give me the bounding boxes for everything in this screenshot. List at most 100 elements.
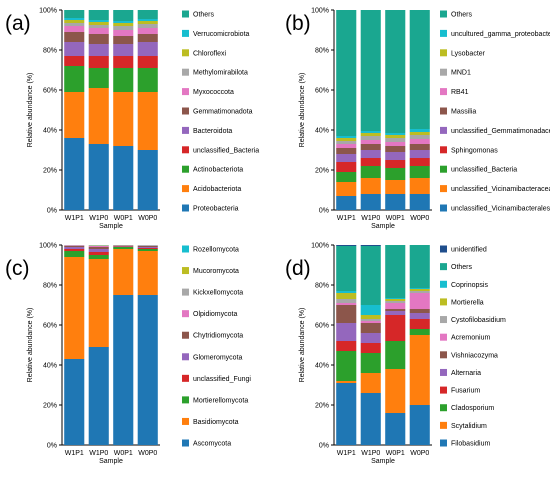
legend-label: Scytalidium (451, 423, 487, 430)
legend-swatch (182, 185, 189, 193)
bar-segment-w0p0-methylomirabilota (137, 24, 158, 28)
bar-segment-w1p0-acremonium (360, 321, 381, 323)
y-tick-label: 20% (43, 403, 57, 410)
bar-segment-w1p1-acidobacteriota (64, 92, 85, 138)
bar-segment-w1p1-chloroflexi (64, 20, 85, 23)
legend-swatch (182, 146, 189, 154)
bar-segment-w1p0-unclassified-vicinamibacterales (360, 194, 381, 210)
x-tick-label: W0P0 (138, 450, 157, 457)
bar-segment-w1p0-unclassified-bacteria (88, 56, 109, 68)
bar-segment-w0p1-coprinopsis (385, 298, 406, 299)
legend-swatch (440, 68, 447, 76)
bar-segment-w1p0-mnd1 (360, 136, 381, 140)
bar-segment-w1p0-others (360, 10, 381, 131)
y-tick-label: 60% (315, 323, 329, 330)
bar-segment-w1p0-filobasidium (360, 393, 381, 445)
legend-label: Mucoromycota (193, 268, 239, 275)
bar-segment-w0p1-basidiomycota (113, 249, 134, 295)
panel-label: (c) (5, 257, 30, 280)
x-tick-label: W0P1 (114, 450, 133, 457)
y-tick-label: 0% (47, 208, 57, 215)
bar-segment-w1p0-olpidiomycota (88, 246, 109, 247)
bar-segment-w1p0-sphingomonas (360, 158, 381, 166)
bar-segment-w0p1-uncultured-gamma-proteobacterium (385, 133, 406, 135)
legend-label: Alternaria (451, 370, 481, 377)
y-tick-label: 0% (319, 443, 329, 450)
legend-label: Vishniacozyma (451, 352, 498, 359)
legend-label: Kickxellomycota (193, 290, 243, 297)
bar-segment-w0p0-myxococcota (137, 28, 158, 34)
legend-swatch (182, 68, 189, 76)
legend-label: Massilia (451, 109, 476, 116)
bar-segment-w0p1-gemmatimonadota (113, 36, 134, 44)
bar-segment-w1p1-unclassified-fungi (64, 249, 85, 251)
bar-segment-w0p1-actinobacteriota (113, 68, 134, 92)
bar-segment-w0p0-acidobacteriota (137, 92, 158, 150)
y-tick-label: 100% (39, 243, 57, 250)
bar-segment-w1p1-basidiomycota (64, 257, 85, 359)
bar-segment-w0p1-lysobacter (385, 135, 406, 138)
y-tick-label: 40% (315, 128, 329, 135)
legend-label: Rozellomycota (193, 247, 239, 254)
bar-segment-w0p0-massilia (409, 144, 430, 150)
y-tick-label: 100% (311, 243, 329, 250)
bar-segment-w1p1-verrucomicrobiota (64, 18, 85, 20)
legend-label: uncultured_gamma_proteobacterium (451, 31, 550, 38)
legend-swatch (440, 185, 447, 193)
bar-segment-w0p1-others (385, 245, 406, 298)
bar-segment-w1p0-chloroflexi (88, 22, 109, 25)
bar-segment-w1p1-sphingomonas (336, 162, 357, 172)
y-tick-label: 80% (315, 48, 329, 55)
legend-swatch (440, 126, 447, 134)
legend-swatch (440, 333, 447, 341)
bar-segment-w0p1-others (385, 10, 406, 133)
y-axis-title: Relative abundance (%) (27, 73, 34, 148)
bar-segment-w0p1-verrucomicrobiota (113, 21, 134, 23)
legend-label: unclassified_Bacteria (193, 147, 259, 154)
bar-segment-w0p0-others (137, 10, 158, 19)
bar-segment-w0p0-others (409, 245, 430, 288)
bar-segment-w0p0-scytalidium (409, 335, 430, 405)
bar-segment-w0p0-alternaria (409, 313, 430, 319)
bar-segment-w1p0-actinobacteriota (88, 68, 109, 88)
bar-segment-w1p0-methylomirabilota (88, 25, 109, 28)
bar-segment-w1p0-unclassified-gemmatimonadaceae (360, 150, 381, 158)
x-tick-label: W1P0 (361, 450, 380, 457)
bar-segment-w0p1-mortierellomycota (113, 247, 134, 249)
bar-segment-w0p0-unclassified-vicinamibacteraceae (409, 178, 430, 194)
legend-swatch (440, 263, 447, 271)
x-tick-label: W0P0 (138, 215, 157, 222)
x-axis-title: Sample (371, 223, 395, 230)
legend-label: Ascomycota (193, 441, 231, 448)
legend-swatch (182, 374, 189, 382)
y-tick-label: 20% (315, 168, 329, 175)
legend-label: Proteobacteria (193, 206, 239, 213)
bar-segment-w1p1-mortierella (336, 293, 357, 299)
bar-segment-w0p0-unclassified-bacteria (409, 166, 430, 178)
legend-swatch (440, 404, 447, 412)
bar-segment-w1p1-rb41 (336, 144, 357, 148)
bar-segment-w0p0-basidiomycota (137, 251, 158, 295)
bar-segment-w0p1-sphingomonas (385, 160, 406, 168)
bar-segment-w1p1-unclassified-bacteria (336, 172, 357, 182)
bar-segment-w0p0-gemmatimonadota (137, 34, 158, 42)
bar-segment-w0p1-alternaria (385, 311, 406, 315)
bar-segment-w0p0-lysobacter (409, 132, 430, 135)
x-axis-title: Sample (371, 458, 395, 465)
bar-segment-w1p1-scytalidium (336, 381, 357, 383)
bar-segment-w0p1-filobasidium (385, 413, 406, 445)
legend-label: Verrucomicrobiota (193, 31, 250, 38)
bar-segment-w0p0-verrucomicrobiota (137, 19, 158, 21)
panel-b: (b) 0% 20% 40% 60% 80% 100% Relative abundance … (285, 8, 550, 231)
bar-segment-w1p1-unidentified (336, 245, 357, 246)
bar-segment-w1p1-alternaria (336, 323, 357, 341)
bar-segment-w1p0-unclassified-fungi (88, 252, 109, 255)
legend-swatch (440, 49, 447, 57)
bar-segment-w1p1-uncultured-gamma-proteobacterium (336, 136, 357, 138)
bar-segment-w1p0-uncultured-gamma-proteobacterium (360, 131, 381, 133)
bar-segment-w0p1-unclassified-vicinamibacterales (385, 194, 406, 210)
legend-label: unclassified_Vicinamibacteraceae (451, 186, 550, 193)
legend-label: Filobasidium (451, 441, 490, 448)
bar-segment-w1p0-cystofilobasidium (360, 319, 381, 321)
